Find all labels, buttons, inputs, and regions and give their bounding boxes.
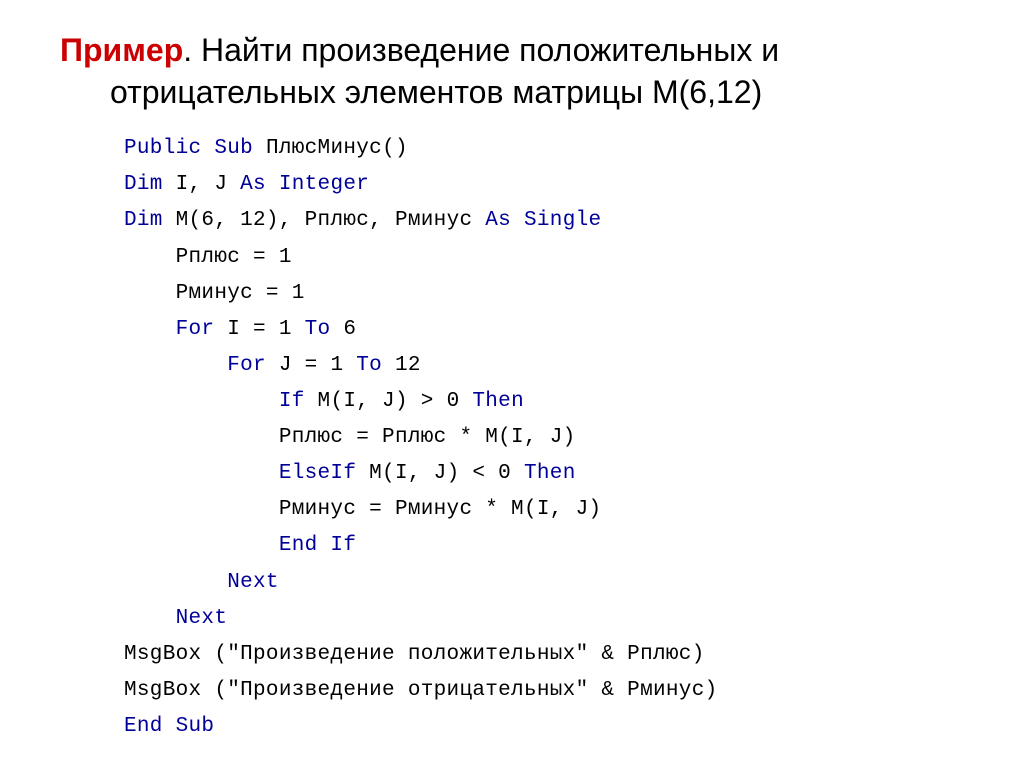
kw-if: If	[279, 390, 305, 413]
dim-vars2: M(6, 12), Рплюс, Рминус	[163, 209, 486, 232]
assign-pplus: Рплюс = 1	[124, 246, 292, 269]
kw-elseif: ElseIf	[279, 462, 356, 485]
kw-to: To	[305, 318, 331, 341]
pad	[124, 462, 279, 485]
pad	[124, 607, 176, 630]
heading-line1: . Найти произведение положительных и	[183, 32, 779, 68]
kw-dim: Dim	[124, 173, 163, 196]
msgbox-2: MsgBox ("Произведение отрицательных" & Р…	[124, 679, 718, 702]
pad	[124, 354, 227, 377]
heading-keyword: Пример	[60, 32, 183, 68]
for-i-end: 6	[330, 318, 356, 341]
if-cond: M(I, J) > 0	[305, 390, 473, 413]
pad	[124, 390, 279, 413]
pad	[124, 534, 279, 557]
pad	[124, 571, 227, 594]
elseif-cond: M(I, J) < 0	[356, 462, 524, 485]
kw-dim: Dim	[124, 209, 163, 232]
pad	[124, 318, 176, 341]
kw-for: For	[176, 318, 215, 341]
kw-then: Then	[472, 390, 524, 413]
heading-line2: отрицательных элементов матрицы М(6,12)	[60, 72, 984, 114]
for-i: I = 1	[214, 318, 304, 341]
code-block: Public Sub ПлюсМинус() Dim I, J As Integ…	[40, 131, 984, 745]
kw-end-sub: End Sub	[124, 715, 214, 738]
kw-endif: End If	[279, 534, 356, 557]
proc-name: ПлюсМинус()	[253, 137, 408, 160]
pplus-mult: Рплюс = Рплюс * M(I, J)	[124, 426, 576, 449]
kw-as-integer: As Integer	[240, 173, 369, 196]
for-j: J = 1	[266, 354, 356, 377]
example-heading: Пример. Найти произведение положительных…	[40, 30, 984, 113]
kw-next: Next	[227, 571, 279, 594]
kw-to: To	[356, 354, 382, 377]
pminus-mult: Рминус = Рминус * M(I, J)	[124, 498, 601, 521]
assign-pminus: Рминус = 1	[124, 282, 305, 305]
kw-then: Then	[524, 462, 576, 485]
kw-as-single: As Single	[485, 209, 601, 232]
kw-public: Public	[124, 137, 201, 160]
kw-for: For	[227, 354, 266, 377]
dim-vars1: I, J	[163, 173, 240, 196]
for-j-end: 12	[382, 354, 421, 377]
kw-sub: Sub	[214, 137, 253, 160]
msgbox-1: MsgBox ("Произведение положительных" & Р…	[124, 643, 705, 666]
kw-next: Next	[176, 607, 228, 630]
